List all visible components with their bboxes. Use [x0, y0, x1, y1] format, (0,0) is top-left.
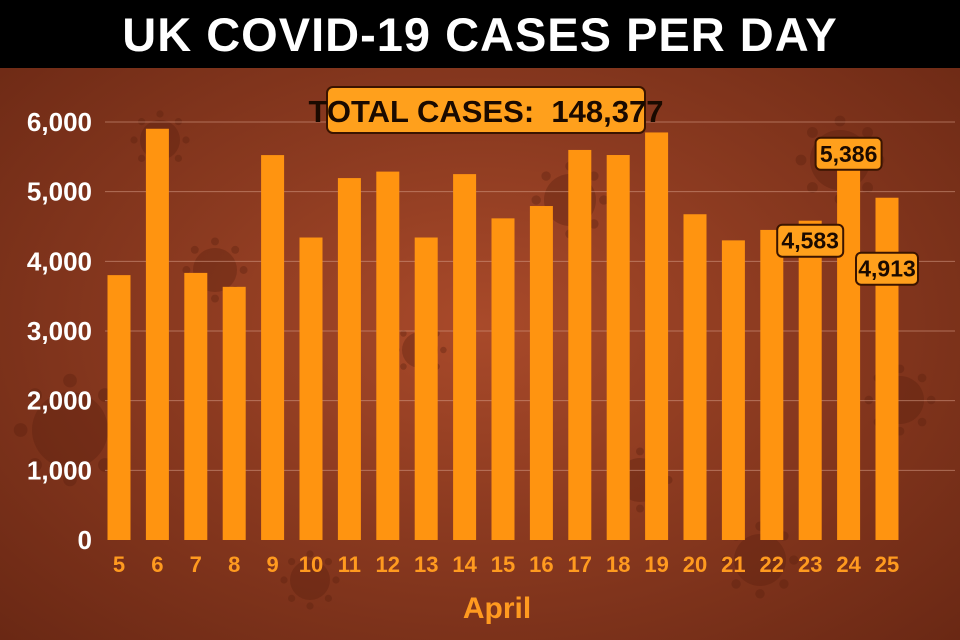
value-callout-text: 4,913 — [858, 256, 916, 282]
value-callout-box — [855, 251, 919, 286]
total-cases-text: TOTAL CASES: 148,377 — [309, 94, 664, 129]
y-axis-ticks: 0 1,000 2,000 3,000 4,000 5,000 6,000 — [27, 107, 92, 555]
total-cases-box — [326, 86, 646, 134]
bar — [453, 174, 477, 541]
x-tick-label: 8 — [228, 552, 240, 577]
y-tick-label: 2,000 — [27, 386, 92, 416]
bar — [683, 214, 707, 541]
x-tick-label: 14 — [452, 552, 477, 577]
bar — [760, 229, 784, 540]
value-callout-box — [776, 223, 845, 258]
x-tick-label: 18 — [606, 552, 630, 577]
x-tick-label: 20 — [683, 552, 707, 577]
bar — [875, 197, 899, 540]
bars — [107, 128, 899, 541]
y-tick-label: 1,000 — [27, 455, 92, 485]
x-tick-label: 25 — [875, 552, 899, 577]
bar — [606, 155, 630, 540]
x-tick-label: 24 — [836, 552, 861, 577]
value-callout-text: 5,386 — [820, 141, 878, 167]
x-tick-label: 12 — [376, 552, 400, 577]
total-cases-callout: TOTAL CASES: 148,377 — [309, 86, 664, 134]
x-tick-label: 21 — [721, 552, 745, 577]
bar — [491, 218, 515, 540]
bar — [645, 132, 669, 540]
bar — [184, 272, 208, 540]
y-tick-label: 4,000 — [27, 246, 92, 276]
bar — [529, 206, 553, 540]
virus-shape — [721, 521, 799, 599]
value-callout: 5,386 — [814, 136, 883, 171]
y-tick-label: 5,000 — [27, 177, 92, 207]
x-tick-label: 10 — [299, 552, 323, 577]
virus-shape — [280, 550, 340, 610]
value-callout: 4,913 — [855, 251, 919, 286]
bar — [222, 286, 246, 540]
value-callouts: 4,583 5,386 4,913 — [776, 136, 919, 286]
x-tick-label: 19 — [644, 552, 668, 577]
bar — [337, 178, 361, 540]
bar — [721, 240, 745, 541]
x-axis-label: April — [463, 592, 531, 625]
x-tick-label: 22 — [760, 552, 784, 577]
bar — [798, 220, 822, 541]
bar — [568, 149, 592, 540]
x-tick-label: 17 — [568, 552, 592, 577]
value-callout-box — [814, 136, 883, 171]
bar — [145, 128, 169, 540]
bar — [837, 164, 861, 540]
x-tick-label: 13 — [414, 552, 438, 577]
value-callout-text: 4,583 — [781, 228, 839, 254]
chart-title: UK COVID-19 CASES PER DAY — [0, 0, 960, 68]
bar — [376, 171, 400, 540]
bar — [414, 237, 438, 541]
x-tick-label: 7 — [190, 552, 202, 577]
x-tick-label: 15 — [491, 552, 515, 577]
bar — [261, 155, 285, 540]
y-tick-label: 6,000 — [27, 107, 92, 137]
value-callout: 4,583 — [776, 223, 845, 258]
x-tick-label: 9 — [266, 552, 278, 577]
x-tick-label: 6 — [151, 552, 163, 577]
x-tick-label: 23 — [798, 552, 822, 577]
bar — [107, 275, 131, 540]
x-tick-label: 5 — [113, 552, 125, 577]
x-axis-ticks: 5 6 7 8 9 10 11 12 13 14 15 16 17 18 19 20 21 22 23 24 25 — [113, 552, 899, 577]
x-tick-label: 11 — [338, 552, 361, 577]
y-tick-label: 3,000 — [27, 316, 92, 346]
virus-shape — [864, 364, 936, 436]
bar — [299, 237, 323, 541]
x-tick-label: 16 — [529, 552, 553, 577]
y-tick-label: 0 — [78, 525, 92, 555]
